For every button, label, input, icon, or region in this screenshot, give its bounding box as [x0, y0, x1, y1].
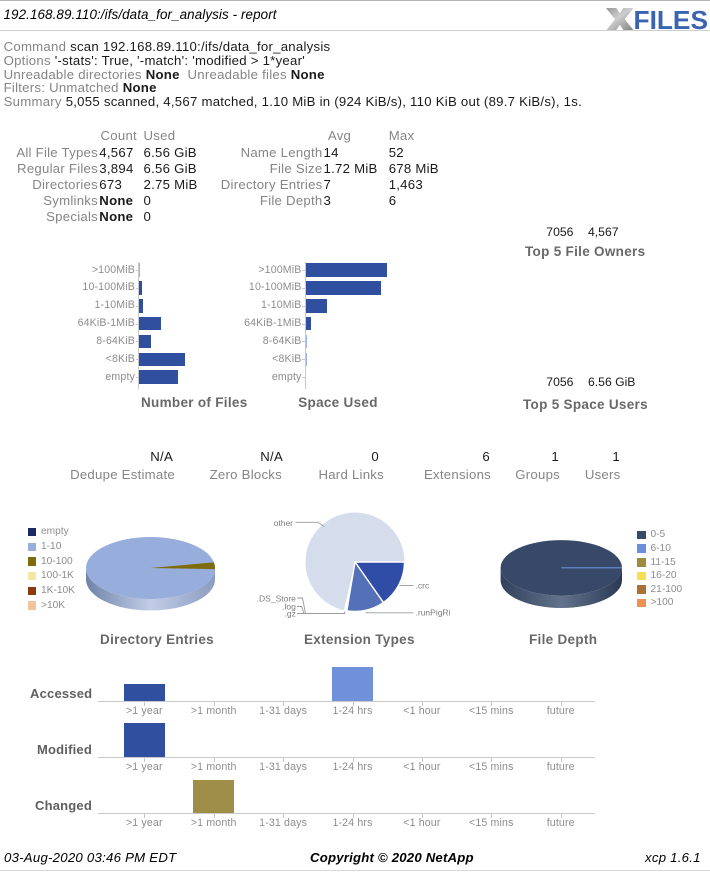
- svg-text:.runPigRi: .runPigRi: [416, 608, 451, 618]
- svg-text:.log: .log: [282, 601, 296, 611]
- svg-text:.DS_Store: .DS_Store: [257, 593, 296, 603]
- svg-text:other: other: [274, 518, 294, 528]
- svg-text:.crc: .crc: [416, 580, 430, 590]
- svg-text:.gz: .gz: [285, 608, 296, 618]
- svg-text:FILES: FILES: [634, 8, 708, 31]
